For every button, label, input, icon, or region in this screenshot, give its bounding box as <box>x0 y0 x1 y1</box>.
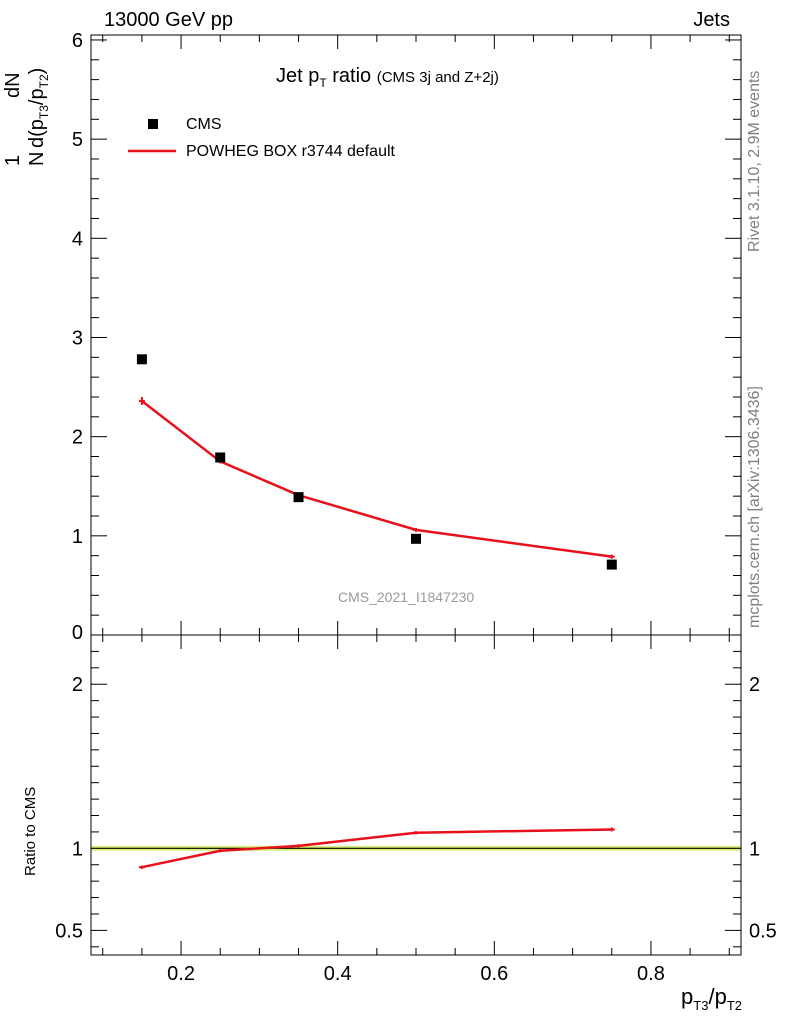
x-tick-label: 0.4 <box>324 963 352 985</box>
ratio-y-tick-label-left: 1 <box>72 838 83 860</box>
ylabel-frac: d(pT3/pT2) <box>26 67 51 148</box>
main-y-tick-label: 0 <box>72 622 83 644</box>
cms-data-point <box>136 354 147 365</box>
title-suffix: ratio <box>326 65 372 87</box>
cms-data-point <box>293 492 304 503</box>
source-info-label: mcplots.cern.ch [arXiv:1306.3436] <box>746 386 763 628</box>
cms-data-point <box>411 533 421 544</box>
legend-data-label: CMS <box>186 116 222 133</box>
main-y-axis-label: 1 N dN d(pT3/pT2) <box>2 28 51 168</box>
x-tick-label: 0.2 <box>167 963 195 985</box>
x-tick-label: 0.6 <box>480 963 508 985</box>
main-y-tick-label: 5 <box>72 129 83 151</box>
ratio-y-axis-label: Ratio to CMS <box>22 786 39 876</box>
cms-data-point <box>215 452 226 463</box>
ratio-y-tick-label-right: 2 <box>749 674 760 696</box>
ylabel-n: N <box>26 151 48 166</box>
main-y-tick-label: 3 <box>72 327 83 349</box>
ratio-y-tick-label-right: 0.5 <box>749 920 777 942</box>
ratio-panel-frame <box>90 634 742 956</box>
ratio-y-tick-label-left: 2 <box>72 674 83 696</box>
title-sub: T <box>319 76 327 90</box>
cms-data-point <box>606 559 617 570</box>
ratio-y-tick-label-left: 0.5 <box>55 920 83 942</box>
x-axis-label: pT3/pT2 <box>681 984 742 1013</box>
ratio-y-tick-label-right: 1 <box>749 838 760 860</box>
title-detail: (CMS 3j and Z+2j) <box>376 69 499 86</box>
rivet-info-label: Rivet 3.1.10, 2.9M events <box>746 70 763 252</box>
ylabel-one: 1 <box>2 154 24 166</box>
legend-mc-label: POWHEG BOX r3744 default <box>186 143 395 160</box>
energy-label: 13000 GeV pp <box>104 9 233 31</box>
x-tick-label: 0.8 <box>637 963 665 985</box>
title-main: Jet p <box>276 65 320 87</box>
category-label: Jets <box>693 9 730 31</box>
legend-data-marker <box>148 119 158 129</box>
plot-title: Jet pT ratio (CMS 3j and Z+2j) <box>276 66 499 89</box>
ylabel-dn: dN <box>2 72 24 98</box>
main-y-tick-label: 4 <box>72 228 83 250</box>
analysis-watermark: CMS_2021_I1847230 <box>338 589 475 605</box>
mc-line <box>141 399 612 558</box>
main-y-tick-label: 2 <box>72 427 83 449</box>
main-y-tick-label: 1 <box>72 526 83 548</box>
main-y-tick-label: 6 <box>72 30 83 52</box>
